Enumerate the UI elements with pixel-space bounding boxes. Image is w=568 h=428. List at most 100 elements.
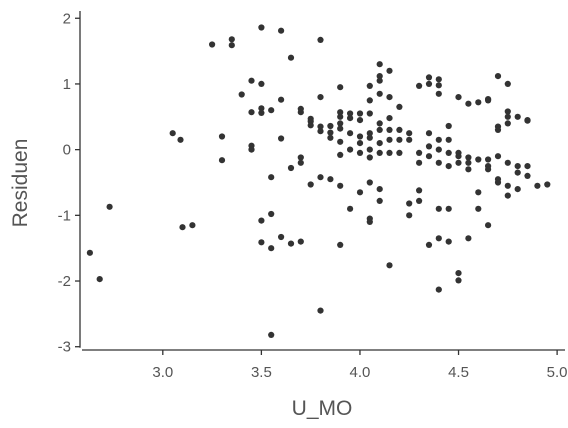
- data-point: [347, 205, 354, 212]
- data-point: [278, 27, 285, 34]
- data-point: [465, 166, 472, 173]
- data-point: [287, 240, 295, 247]
- data-point: [455, 270, 462, 277]
- x-axis: 3.0 3.5 4.0 4.5 5.0: [82, 349, 568, 381]
- data-point: [177, 136, 184, 143]
- data-point: [504, 108, 511, 115]
- data-point: [356, 110, 364, 117]
- data-point: [504, 192, 511, 199]
- data-point: [327, 176, 334, 183]
- data-point: [514, 113, 521, 120]
- data-point: [238, 91, 245, 98]
- data-point: [366, 110, 373, 117]
- data-point: [416, 187, 423, 194]
- data-point: [228, 36, 235, 43]
- data-point: [416, 197, 423, 204]
- data-point: [287, 164, 295, 172]
- data-point: [356, 140, 364, 147]
- data-point: [524, 163, 531, 170]
- data-point: [356, 133, 364, 140]
- x-tick-label: 4.5: [448, 364, 469, 381]
- data-point: [494, 153, 502, 160]
- data-point: [278, 233, 285, 241]
- data-point: [356, 189, 364, 196]
- data-points: [86, 24, 551, 338]
- data-point: [435, 286, 442, 293]
- data-point: [268, 331, 275, 338]
- data-point: [386, 115, 393, 122]
- data-point: [96, 276, 103, 283]
- data-point: [347, 110, 354, 117]
- data-point: [297, 238, 304, 245]
- data-point: [494, 179, 502, 186]
- y-tick-label: -3: [58, 339, 71, 356]
- data-point: [485, 166, 492, 173]
- data-point: [327, 122, 334, 130]
- data-point: [455, 94, 462, 101]
- data-point: [396, 136, 403, 143]
- data-point: [435, 90, 442, 97]
- data-point: [475, 205, 482, 212]
- data-point: [366, 179, 373, 186]
- data-point: [258, 239, 265, 246]
- data-point: [425, 80, 433, 87]
- data-point: [337, 120, 344, 127]
- data-point: [425, 153, 433, 160]
- data-point: [228, 42, 235, 49]
- data-point: [514, 186, 521, 193]
- data-point: [278, 135, 285, 142]
- data-point: [337, 182, 344, 189]
- data-point: [376, 126, 383, 133]
- data-point: [278, 96, 285, 103]
- data-point: [258, 80, 265, 87]
- data-point: [465, 159, 472, 166]
- data-point: [317, 174, 324, 181]
- data-point: [317, 123, 324, 130]
- data-point: [356, 149, 364, 156]
- data-point: [455, 153, 462, 160]
- data-point: [317, 128, 324, 135]
- data-point: [435, 82, 442, 89]
- data-point: [366, 97, 373, 104]
- data-point: [218, 157, 226, 164]
- data-point: [386, 136, 393, 143]
- data-point: [337, 241, 344, 248]
- data-point: [475, 189, 482, 196]
- data-point: [435, 205, 442, 212]
- data-point: [218, 133, 226, 140]
- data-point: [376, 120, 383, 127]
- data-point: [376, 73, 383, 80]
- data-point: [485, 97, 492, 104]
- y-tick-label: -2: [58, 273, 71, 290]
- data-point: [347, 115, 354, 122]
- data-point: [317, 94, 324, 101]
- data-point: [386, 126, 393, 133]
- data-point: [465, 100, 472, 107]
- data-point: [189, 222, 196, 229]
- data-point: [435, 146, 442, 153]
- data-point: [268, 245, 275, 252]
- data-point: [396, 103, 403, 110]
- data-point: [386, 67, 393, 74]
- data-point: [475, 156, 482, 163]
- data-point: [268, 107, 275, 114]
- x-axis-title: U_MO: [292, 397, 353, 420]
- data-point: [455, 277, 462, 284]
- data-point: [386, 94, 393, 101]
- data-point: [406, 200, 413, 207]
- y-tick-label: 2: [63, 10, 71, 27]
- data-point: [376, 149, 383, 156]
- data-point: [425, 241, 433, 248]
- data-point: [376, 140, 383, 147]
- data-point: [356, 117, 364, 124]
- data-point: [337, 113, 344, 120]
- x-tick-label: 3.0: [152, 364, 173, 381]
- data-point: [396, 149, 403, 156]
- y-tick-label: 1: [63, 76, 71, 93]
- data-point: [297, 159, 304, 166]
- data-point: [327, 129, 334, 136]
- data-point: [514, 163, 521, 170]
- data-point: [485, 156, 492, 163]
- data-point: [445, 238, 452, 245]
- data-point: [307, 122, 314, 129]
